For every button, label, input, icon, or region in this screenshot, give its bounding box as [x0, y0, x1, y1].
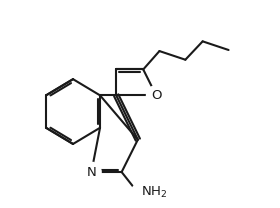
Circle shape [146, 86, 166, 105]
Text: N: N [87, 166, 96, 178]
Circle shape [131, 183, 151, 202]
Circle shape [82, 162, 101, 182]
Text: NH$_2$: NH$_2$ [141, 185, 167, 200]
Text: O: O [151, 89, 162, 102]
